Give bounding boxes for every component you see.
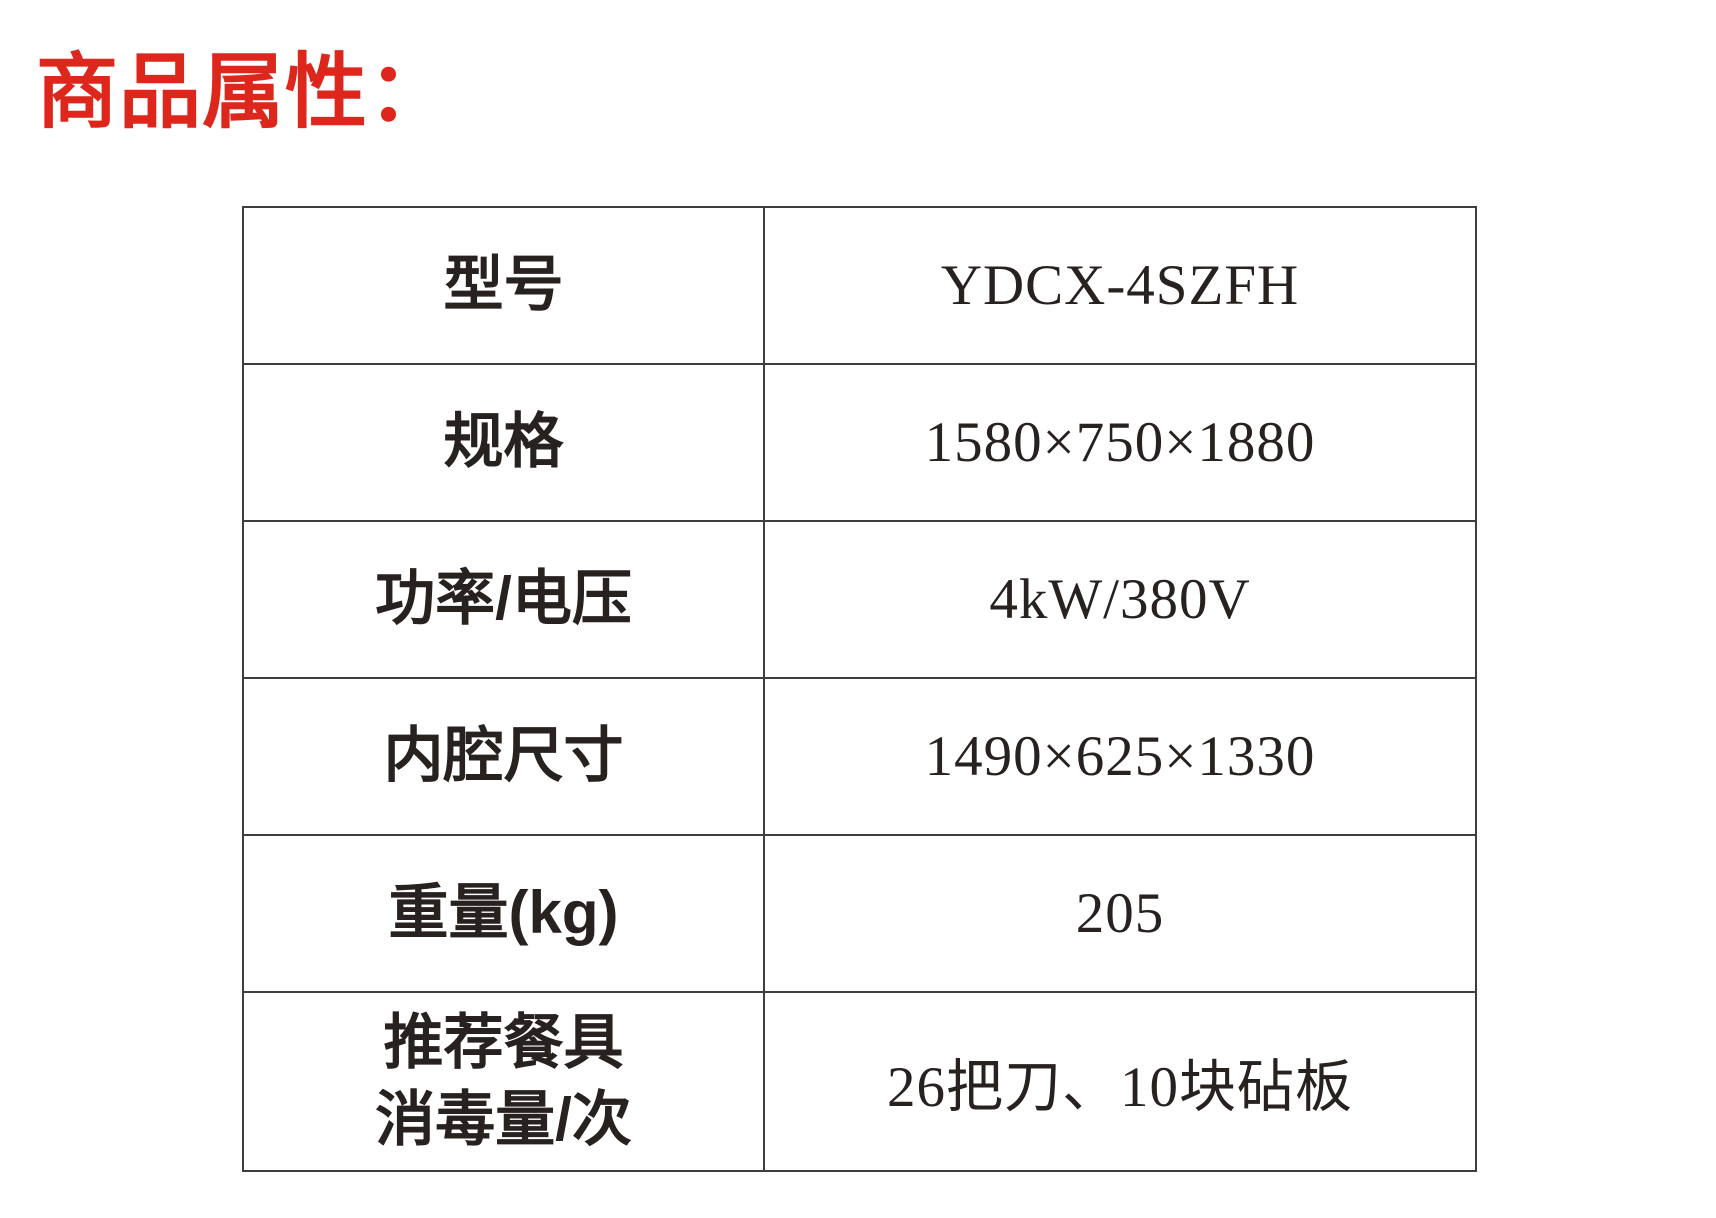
spec-label-dimensions: 规格	[242, 363, 765, 522]
spec-value-model: YDCX-4SZFH	[763, 206, 1477, 365]
spec-label-model: 型号	[242, 206, 765, 365]
spec-value-disinfection-capacity: 26把刀、10块砧板	[763, 991, 1477, 1172]
product-spec-table: 型号 YDCX-4SZFH 规格 1580×750×1880 功率/电压 4kW…	[242, 206, 1477, 1172]
spec-label-disinfection-capacity: 推荐餐具 消毒量/次	[242, 991, 765, 1172]
spec-value-power-voltage: 4kW/380V	[763, 520, 1477, 679]
page-title: 商品属性：	[36, 47, 452, 138]
spec-value-weight: 205	[763, 834, 1477, 993]
table-row-dimensions: 规格 1580×750×1880	[242, 363, 1477, 522]
table-row-power-voltage: 功率/电压 4kW/380V	[242, 520, 1477, 679]
spec-value-dimensions: 1580×750×1880	[763, 363, 1477, 522]
table-row-weight: 重量(kg) 205	[242, 834, 1477, 993]
spec-label-weight: 重量(kg)	[242, 834, 765, 993]
table-row-inner-cavity-size: 内腔尺寸 1490×625×1330	[242, 677, 1477, 836]
table-row-model: 型号 YDCX-4SZFH	[242, 206, 1477, 365]
table-row-disinfection-capacity: 推荐餐具 消毒量/次 26把刀、10块砧板	[242, 991, 1477, 1172]
spec-label-power-voltage: 功率/电压	[242, 520, 765, 679]
spec-label-inner-cavity-size: 内腔尺寸	[242, 677, 765, 836]
spec-value-inner-cavity-size: 1490×625×1330	[763, 677, 1477, 836]
